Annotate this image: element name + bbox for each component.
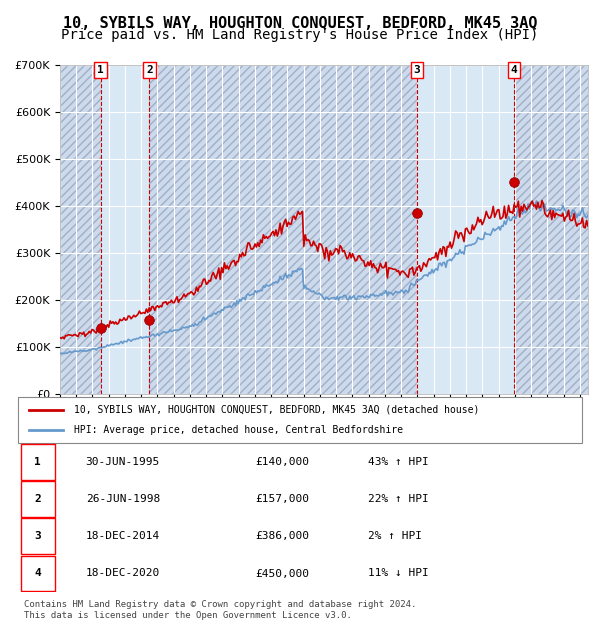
Text: 4: 4 (34, 569, 41, 578)
Text: 43% ↑ HPI: 43% ↑ HPI (368, 457, 428, 467)
Text: 10, SYBILS WAY, HOUGHTON CONQUEST, BEDFORD, MK45 3AQ: 10, SYBILS WAY, HOUGHTON CONQUEST, BEDFO… (63, 16, 537, 30)
Text: 22% ↑ HPI: 22% ↑ HPI (368, 494, 428, 504)
Text: 18-DEC-2014: 18-DEC-2014 (86, 531, 160, 541)
Bar (417, 65, 514, 394)
Text: 26-JUN-1998: 26-JUN-1998 (86, 494, 160, 504)
Bar (514, 65, 588, 394)
Bar (60, 65, 101, 394)
Text: Contains HM Land Registry data © Crown copyright and database right 2024.
This d: Contains HM Land Registry data © Crown c… (24, 600, 416, 619)
Text: 18-DEC-2020: 18-DEC-2020 (86, 569, 160, 578)
Text: 10, SYBILS WAY, HOUGHTON CONQUEST, BEDFORD, MK45 3AQ (detached house): 10, SYBILS WAY, HOUGHTON CONQUEST, BEDFO… (74, 405, 480, 415)
Text: HPI: Average price, detached house, Central Bedfordshire: HPI: Average price, detached house, Cent… (74, 425, 403, 435)
FancyBboxPatch shape (21, 556, 55, 591)
Text: 4: 4 (511, 65, 518, 75)
Text: £450,000: £450,000 (255, 569, 309, 578)
Text: £386,000: £386,000 (255, 531, 309, 541)
Text: 11% ↓ HPI: 11% ↓ HPI (368, 569, 428, 578)
Text: Price paid vs. HM Land Registry's House Price Index (HPI): Price paid vs. HM Land Registry's House … (61, 28, 539, 42)
FancyBboxPatch shape (21, 518, 55, 554)
Text: £140,000: £140,000 (255, 457, 309, 467)
Text: 2: 2 (34, 494, 41, 504)
Text: 2% ↑ HPI: 2% ↑ HPI (368, 531, 422, 541)
Text: 2: 2 (146, 65, 153, 75)
FancyBboxPatch shape (21, 481, 55, 517)
Text: 1: 1 (34, 457, 41, 467)
Text: 30-JUN-1995: 30-JUN-1995 (86, 457, 160, 467)
Text: 3: 3 (413, 65, 420, 75)
FancyBboxPatch shape (21, 444, 55, 480)
Bar (60, 65, 101, 394)
FancyBboxPatch shape (18, 397, 582, 443)
Text: £157,000: £157,000 (255, 494, 309, 504)
Bar (101, 65, 149, 394)
Bar (514, 65, 588, 394)
Text: 1: 1 (97, 65, 104, 75)
Text: 3: 3 (34, 531, 41, 541)
Bar (149, 65, 417, 394)
Bar (149, 65, 417, 394)
